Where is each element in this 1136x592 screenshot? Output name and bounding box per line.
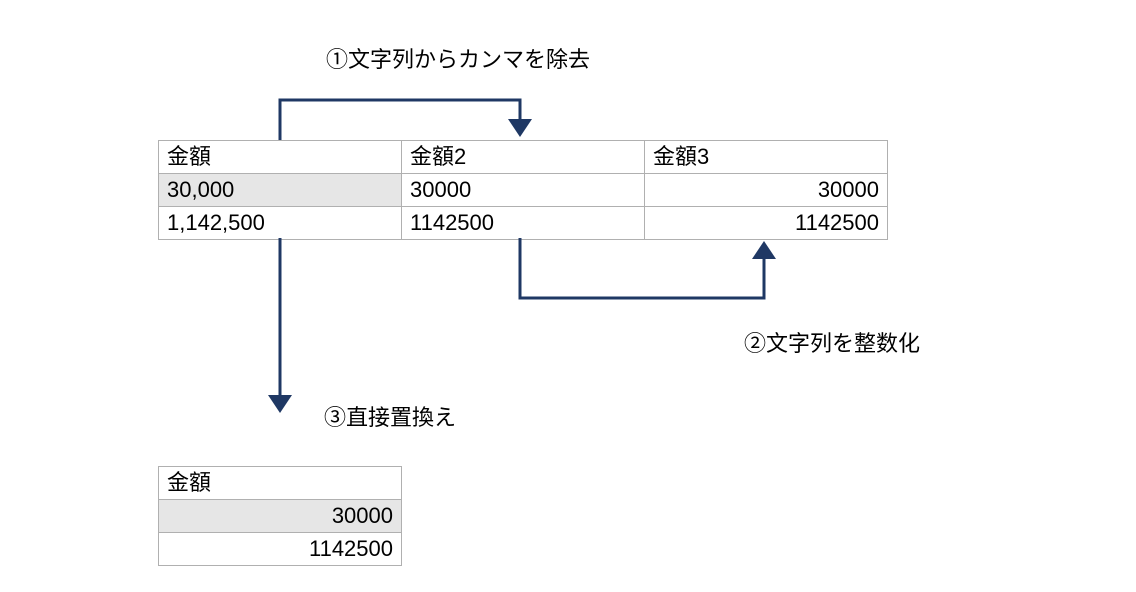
caption-step-1: ①文字列からカンマを除去	[326, 42, 590, 74]
table-sub-r1c1: 30000	[159, 500, 402, 533]
table-sub-row-2: 1142500	[159, 533, 402, 566]
table-sub-header-col1: 金額	[159, 467, 402, 500]
arrow-step-2	[520, 238, 764, 298]
table-sub-header-row: 金額	[159, 467, 402, 500]
table-main-header-col1: 金額	[159, 141, 402, 174]
table-main-r1c3: 30000	[645, 174, 888, 207]
table-sub-r2c1: 1142500	[159, 533, 402, 566]
table-main-row-1: 30,000 30000 30000	[159, 174, 888, 207]
table-main-r1c2: 30000	[402, 174, 645, 207]
table-main-header-row: 金額 金額2 金額3	[159, 141, 888, 174]
table-main-row-2: 1,142,500 1142500 1142500	[159, 207, 888, 240]
table-main: 金額 金額2 金額3 30,000 30000 30000 1,142,500 …	[158, 140, 888, 240]
table-main-r2c1: 1,142,500	[159, 207, 402, 240]
table-main-r2c3: 1142500	[645, 207, 888, 240]
table-sub-row-1: 30000	[159, 500, 402, 533]
arrow-step-1	[280, 100, 520, 140]
caption-step-2: ②文字列を整数化	[744, 326, 920, 358]
table-main-r1c1: 30,000	[159, 174, 402, 207]
diagram-stage: ①文字列からカンマを除去 ②文字列を整数化 ③直接置換え 金額 金額2 金額3 …	[0, 0, 1136, 592]
table-main-header-col2: 金額2	[402, 141, 645, 174]
table-main-header-col3: 金額3	[645, 141, 888, 174]
caption-step-3: ③直接置換え	[324, 400, 456, 432]
table-main-r2c2: 1142500	[402, 207, 645, 240]
table-sub: 金額 30000 1142500	[158, 466, 402, 566]
